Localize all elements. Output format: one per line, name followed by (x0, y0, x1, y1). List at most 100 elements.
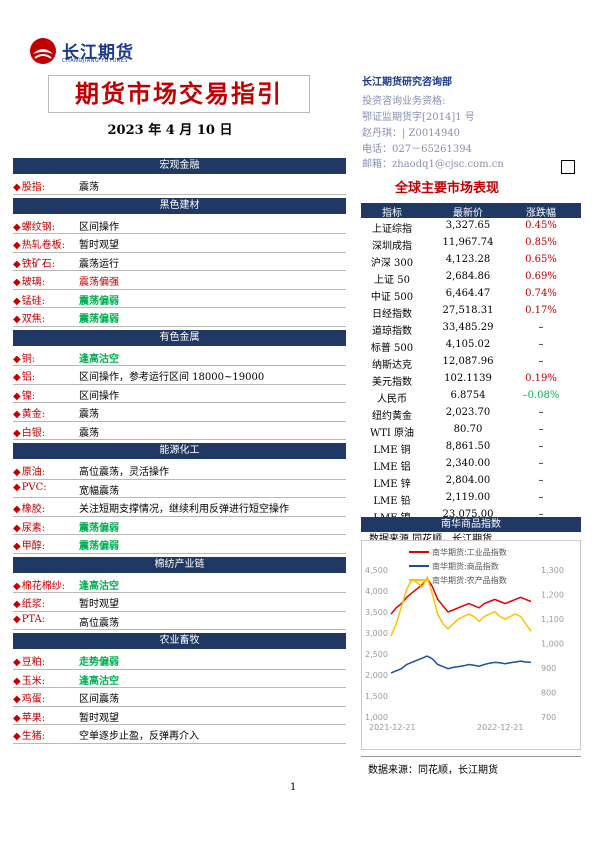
commodity-name: ◆黄金: (13, 405, 45, 420)
strategy-table: 宏观金融 ◆股指: 震荡 黑色建材 ◆螺纹钢: 区间操作 ◆热轧卷板: 暂时观望 ◆铁矿石: 震荡… (13, 158, 346, 747)
strategy-row: ◆生猪: 空单逐步止盈，反弹再介入 (13, 725, 346, 743)
market-row: 纽约黄金 2,023.70 – (361, 405, 581, 422)
header-cell: 涨跌幅 (526, 208, 556, 219)
strategy-row: ◆甲醇: 震荡偏弱 (13, 535, 346, 553)
market-row: LME 铝 2,340.00 – (361, 456, 581, 473)
company-logo: 长江期货 CHANGJIANG FUTURES (28, 36, 148, 72)
strategy-value: 逢高沽空 (79, 353, 119, 365)
commodity-label: 热轧卷板: (21, 240, 66, 251)
section-header: 有色金属 (13, 329, 346, 346)
left-axis-tick-label: 1,000 (365, 713, 388, 722)
market-row: 上证 50 2,684.86 0.69% (361, 269, 581, 286)
divider (13, 478, 346, 480)
commodity-label: 豆粕: (21, 657, 46, 668)
legend-label: 南华期货:工业品指数 (432, 547, 507, 557)
commodity-name: ◆豆粕: (13, 653, 45, 668)
divider (361, 756, 581, 757)
market-change: – (538, 441, 544, 452)
commodity-name: ◆原油: (13, 463, 45, 478)
divider (13, 534, 346, 535)
divider (13, 193, 346, 195)
diamond-bullet-icon: ◆ (13, 409, 21, 420)
divider (13, 687, 346, 688)
section-header: 农业畜牧 (13, 633, 346, 649)
market-name: LME 锌 (373, 479, 411, 490)
commodity-name: ◆玉米: (13, 672, 45, 687)
strategy-row: ◆尿素: 震荡偏弱 (13, 517, 346, 535)
diamond-bullet-icon: ◆ (13, 390, 21, 402)
strategy-row: ◆PVC: 宽幅震荡 (13, 480, 346, 498)
market-price: 12,087.96 (442, 356, 494, 367)
strategy-value: 高位震荡 (79, 617, 119, 629)
strategy-value: 震荡偏弱 (79, 522, 119, 534)
left-axis-tick-label: 3,500 (365, 608, 388, 617)
section-header: 黑色建材 (13, 197, 346, 214)
left-axis-tick-label: 4,000 (365, 587, 388, 596)
strategy-value: 逢高沽空 (79, 675, 119, 687)
market-change: – (538, 424, 544, 435)
market-change: – (538, 339, 544, 350)
divider (13, 552, 346, 554)
right-axis-tick-label: 1,300 (541, 566, 564, 575)
nanhua-chart: 1,000 1,500 2,000 2,500 3,000 3,500 4,000 4,500… (360, 539, 582, 751)
divider (13, 383, 346, 385)
market-name: 纽约黄金 (372, 411, 412, 422)
strategy-row: ◆玉米: 逢高沽空 (13, 670, 346, 688)
market-price: 2,023.70 (445, 407, 491, 418)
market-name: LME 铜 (373, 445, 411, 456)
market-price: 2,804.00 (445, 475, 491, 486)
divider (13, 705, 346, 707)
page-number: 1 (290, 782, 297, 793)
nanhua-title: 南华商品指数 (361, 517, 581, 532)
commodity-name: ◆纸浆: (13, 595, 45, 610)
market-change: –0.08% (522, 390, 560, 401)
market-price: 4,123.28 (445, 254, 491, 265)
market-price: 80.70 (453, 424, 483, 435)
diamond-bullet-icon: ◆ (13, 613, 21, 625)
market-row: LME 铅 2,119.00 – (361, 490, 581, 507)
strategy-row: ◆螺纹钢: 区间操作 (13, 216, 346, 234)
market-price: 6.8754 (450, 390, 486, 401)
market-change: – (538, 492, 544, 503)
market-row: WTI 原油 80.70 – (361, 422, 581, 439)
report-date: 2023 年 4 月 10 日 (107, 123, 233, 138)
divider (13, 439, 346, 440)
market-price: 11,967.74 (442, 237, 494, 248)
market-row: 中证 500 6,464.47 0.74% (361, 286, 581, 303)
strategy-value: 震荡运行 (79, 258, 119, 270)
strategy-row: ◆锰硅: 震荡偏弱 (13, 290, 346, 308)
diamond-bullet-icon: ◆ (13, 427, 21, 439)
market-change: 0.74% (525, 288, 557, 299)
commodity-name: ◆白银: (13, 424, 45, 439)
diamond-bullet-icon: ◆ (13, 467, 21, 478)
strategy-row: ◆棉花棉纱: 逢高沽空 (13, 575, 346, 593)
diamond-bullet-icon: ◆ (13, 314, 21, 325)
commodity-name: ◆铁矿石: (13, 255, 55, 270)
commodity-label: 黄金: (21, 409, 46, 420)
page-title: 期货市场交易指引 (75, 80, 283, 108)
nanhua-source: 数据来源：同花顺，长江期货 (368, 765, 498, 776)
commodity-label: 甲醇: (21, 541, 46, 552)
divider (13, 629, 346, 630)
title-box: 期货市场交易指引 (48, 75, 310, 113)
commodity-name: ◆玻璃: (13, 273, 45, 288)
divider (13, 724, 346, 725)
contact-email[interactable]: 邮箱：zhaodq1@cjsc.com.cn (362, 159, 504, 170)
market-change: – (538, 458, 544, 469)
commodity-name: ◆镍: (13, 387, 35, 402)
right-axis-tick-label: 1,000 (541, 640, 564, 649)
divider (13, 592, 346, 593)
market-change: – (538, 407, 544, 418)
strategy-value: 逢高沽空 (79, 580, 119, 592)
strategy-value: 震荡偏弱 (79, 541, 119, 552)
market-name: 美元指数 (372, 377, 412, 388)
market-name: 道琼指数 (372, 326, 412, 337)
strategy-value: 区间操作 (79, 221, 119, 233)
market-change: – (538, 509, 544, 520)
diamond-bullet-icon: ◆ (13, 258, 21, 270)
divider (13, 610, 346, 612)
diamond-bullet-icon: ◆ (13, 731, 21, 742)
logo-english-text: CHANGJIANG FUTURES (62, 58, 128, 64)
commodity-label: 鸡蛋: (21, 694, 46, 705)
right-axis-tick-label: 800 (541, 689, 556, 698)
